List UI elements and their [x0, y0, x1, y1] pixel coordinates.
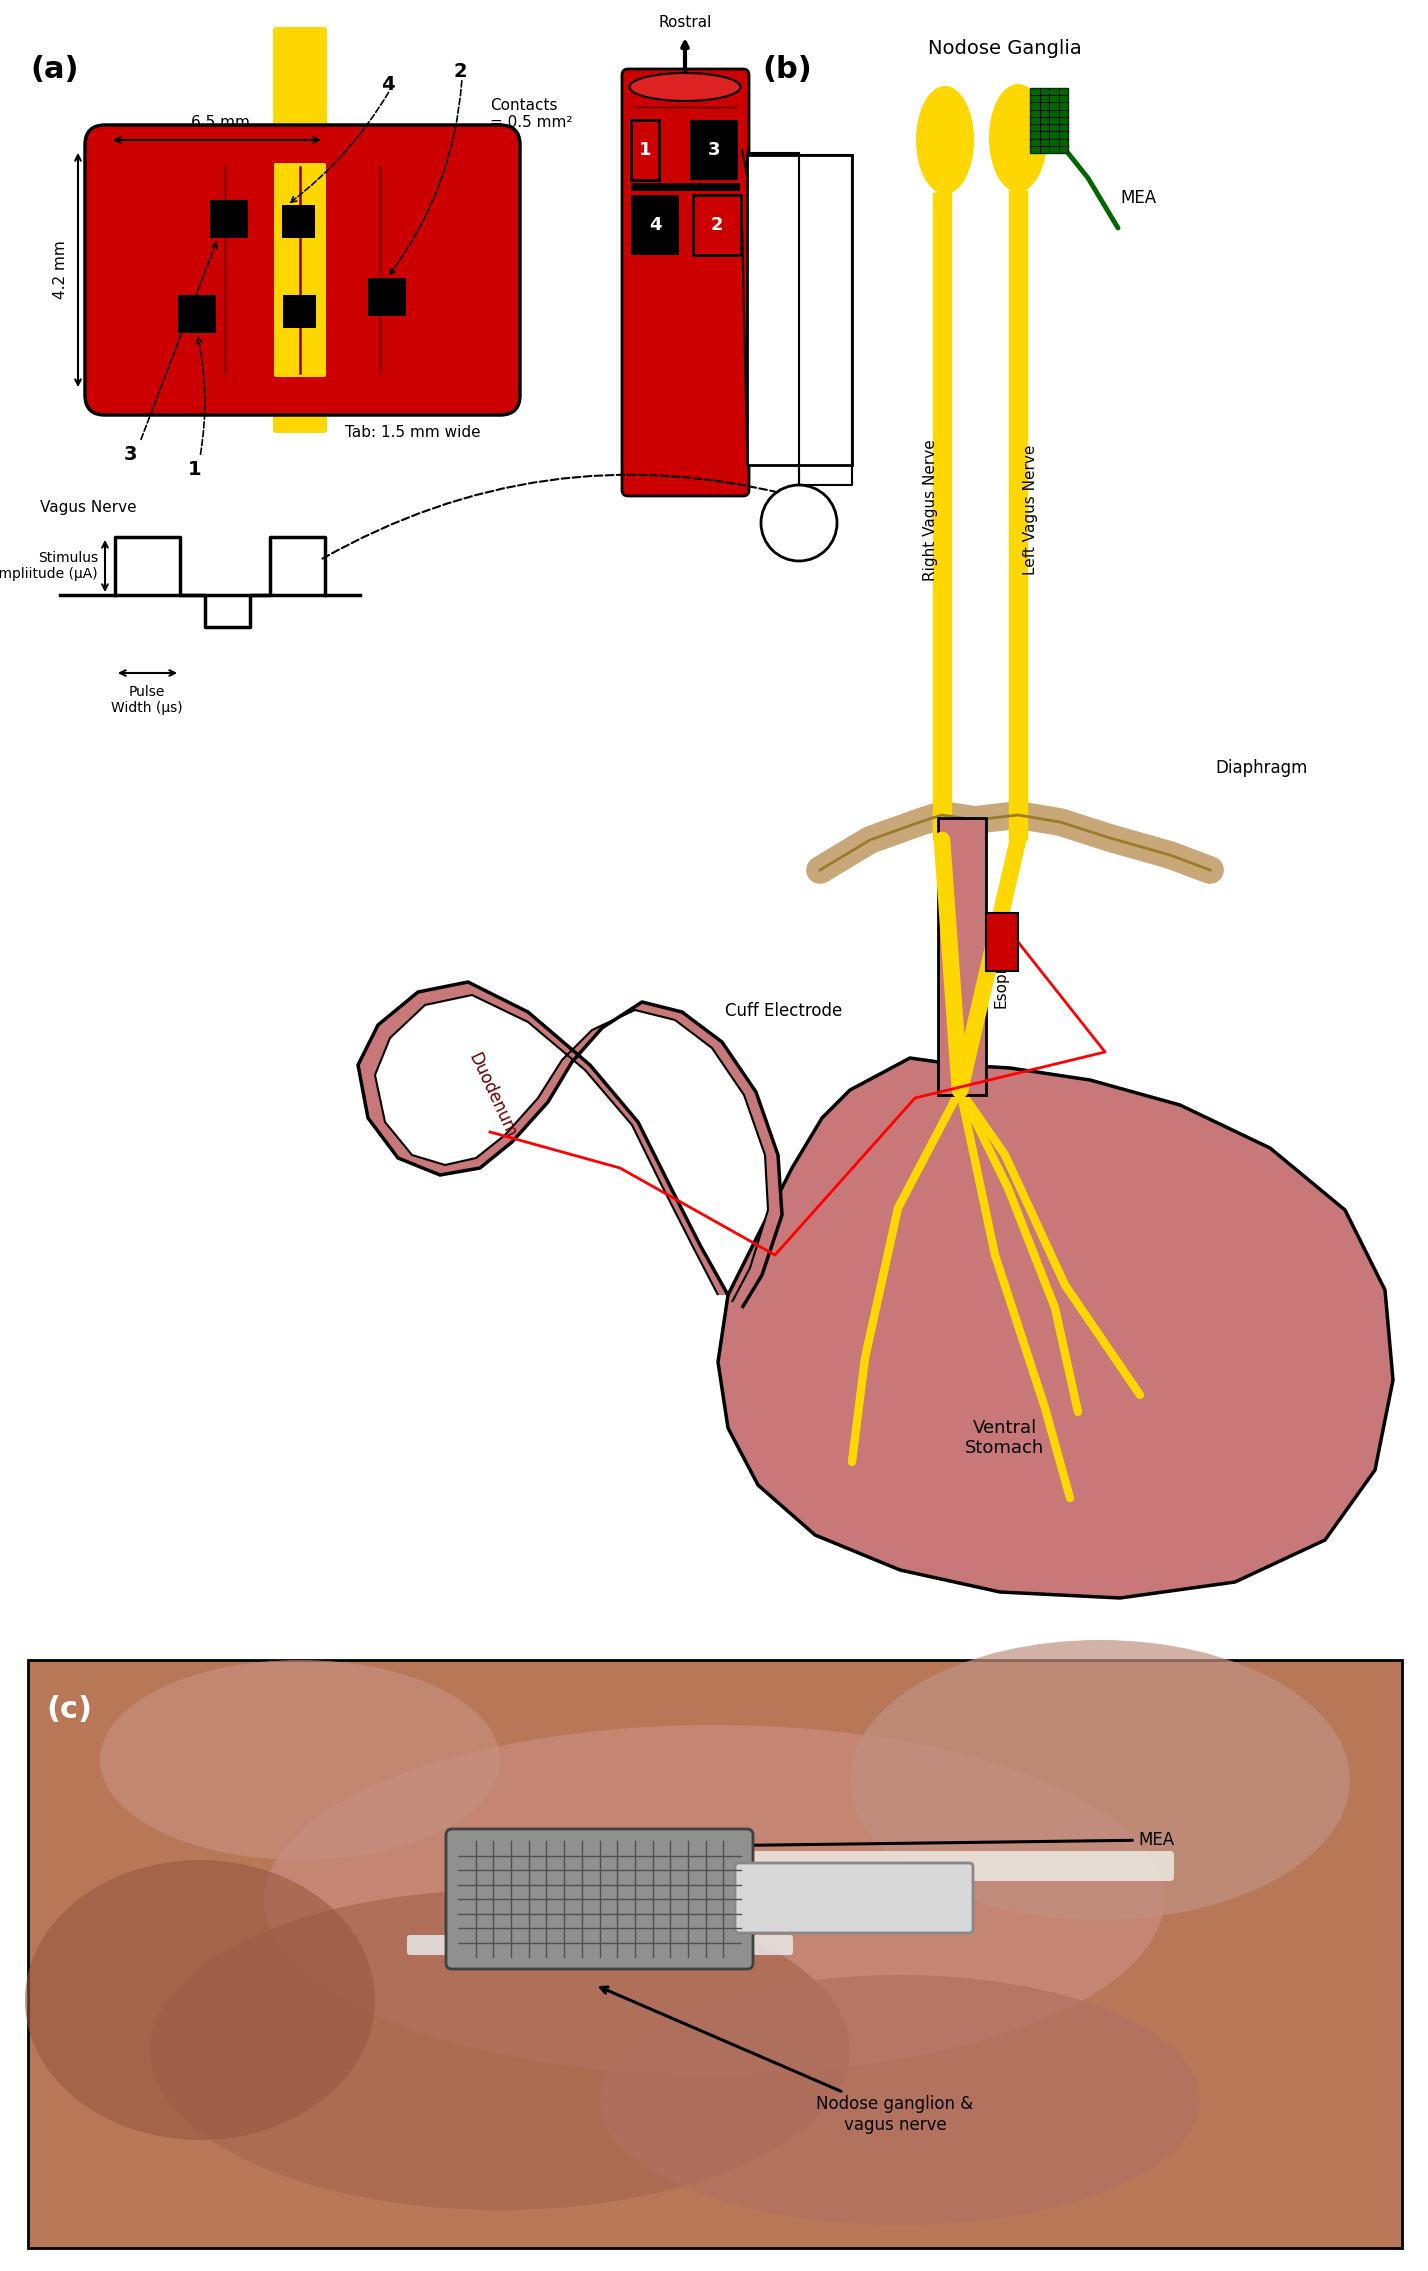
Text: Right Vagus Nerve: Right Vagus Nerve: [922, 438, 938, 581]
Polygon shape: [718, 1058, 1392, 1599]
FancyBboxPatch shape: [407, 1935, 793, 1955]
Text: 1: 1: [188, 461, 201, 479]
Text: Left Vagus Nerve: Left Vagus Nerve: [1022, 445, 1038, 575]
FancyBboxPatch shape: [86, 125, 520, 416]
Text: (a): (a): [30, 55, 79, 84]
FancyBboxPatch shape: [615, 1851, 1174, 1880]
Text: MEA: MEA: [1120, 188, 1157, 207]
Circle shape: [761, 486, 837, 561]
Ellipse shape: [264, 1726, 1164, 2076]
Bar: [210, 200, 248, 238]
Ellipse shape: [990, 84, 1047, 193]
Ellipse shape: [600, 1976, 1200, 2226]
Bar: [1030, 89, 1068, 152]
Text: Vagus Nerve: Vagus Nerve: [40, 500, 137, 516]
Text: Nodose Ganglia: Nodose Ganglia: [928, 39, 1082, 59]
Bar: [178, 295, 216, 334]
Text: Stimulus
Ampliitude (μA): Stimulus Ampliitude (μA): [0, 552, 99, 581]
Ellipse shape: [850, 1640, 1349, 1919]
Text: MEA: MEA: [625, 1830, 1174, 1851]
Text: (c): (c): [46, 1694, 91, 1724]
Bar: [693, 195, 741, 254]
FancyBboxPatch shape: [735, 1862, 972, 1933]
Text: 4: 4: [381, 75, 394, 93]
Bar: [690, 120, 738, 179]
Text: 6.5 mm: 6.5 mm: [190, 116, 250, 129]
Bar: [985, 913, 1018, 972]
Text: 3: 3: [708, 141, 720, 159]
Text: Rostral: Rostral: [658, 16, 711, 30]
Text: Ventral
Stomach: Ventral Stomach: [965, 1419, 1045, 1458]
Text: Esophagus: Esophagus: [994, 924, 1010, 1008]
Ellipse shape: [915, 86, 974, 193]
Bar: [283, 295, 316, 327]
Text: Pulse
Width (μs): Pulse Width (μs): [111, 686, 183, 715]
Bar: [938, 818, 985, 1095]
Text: Diaphragm: Diaphragm: [1215, 759, 1308, 777]
FancyBboxPatch shape: [623, 68, 750, 495]
Bar: [747, 154, 853, 466]
Ellipse shape: [100, 1660, 500, 1860]
Bar: [29, 1660, 1402, 2248]
Ellipse shape: [630, 73, 741, 100]
Ellipse shape: [26, 1860, 376, 2139]
Bar: [281, 204, 316, 238]
Text: (b): (b): [763, 55, 811, 84]
Text: Contacts
= 0.5 mm²: Contacts = 0.5 mm²: [490, 98, 573, 129]
FancyBboxPatch shape: [274, 164, 326, 377]
Bar: [368, 277, 406, 316]
Text: 4.2 mm: 4.2 mm: [53, 241, 69, 300]
Text: 3: 3: [123, 445, 137, 463]
Bar: [631, 120, 658, 179]
Text: 4: 4: [648, 216, 661, 234]
Text: Duodenum: Duodenum: [464, 1049, 520, 1140]
FancyBboxPatch shape: [557, 1892, 823, 1917]
Bar: [631, 184, 740, 191]
Ellipse shape: [150, 1889, 850, 2210]
Text: 2: 2: [453, 61, 467, 82]
Text: 1: 1: [638, 141, 651, 159]
Text: Tab: 1.5 mm wide: Tab: 1.5 mm wide: [346, 425, 481, 441]
Text: 2: 2: [711, 216, 723, 234]
FancyBboxPatch shape: [273, 27, 327, 434]
Polygon shape: [358, 981, 783, 1308]
Text: Nodose ganglion &
vagus nerve: Nodose ganglion & vagus nerve: [601, 1987, 974, 2135]
FancyBboxPatch shape: [446, 1828, 753, 1969]
Bar: [631, 195, 678, 254]
Text: Cuff Electrode: Cuff Electrode: [725, 1002, 843, 1020]
